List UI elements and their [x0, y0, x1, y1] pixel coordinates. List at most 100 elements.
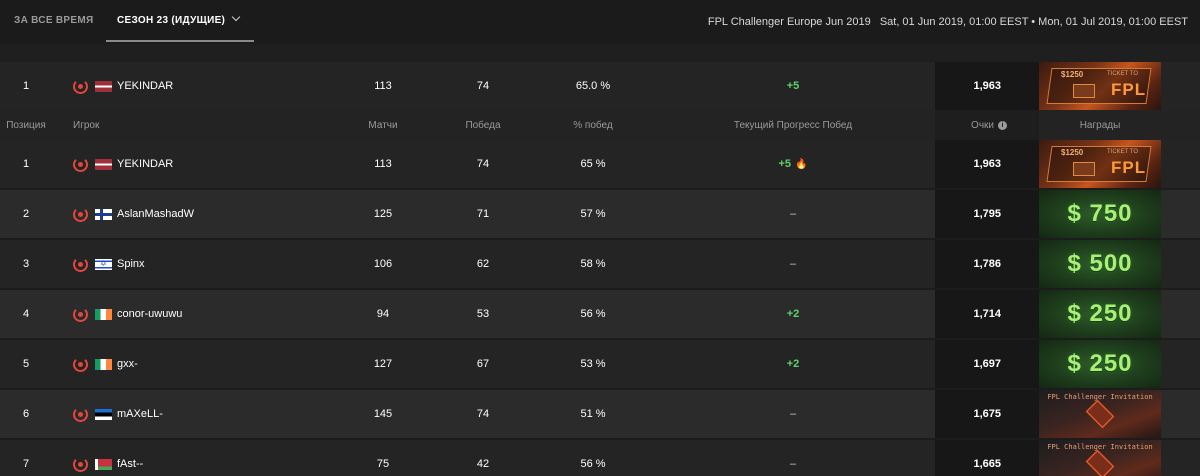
chevron-down-icon[interactable] [231, 12, 241, 22]
player-cell[interactable]: Spinx [73, 240, 353, 288]
player-name[interactable]: conor-uwuwu [117, 308, 183, 320]
player-cell[interactable]: conor-uwuwu [73, 290, 353, 338]
player-cell[interactable]: AslanMashadW [73, 190, 353, 238]
header-player: Игрок [73, 119, 100, 131]
header-points-cell: Очки i [935, 110, 1039, 140]
header-win-rate: % побед [573, 119, 613, 131]
header-matches: Матчи [368, 119, 398, 131]
position: 5 [22, 358, 30, 370]
win-streak-cell: +5 [696, 62, 890, 110]
win-streak-cell: – [696, 390, 890, 438]
row-divider [0, 388, 1200, 390]
table-row[interactable]: 4 conor-uwuwu 94 53 56 % +2 1,714 $ 250 [0, 290, 1200, 338]
win-streak-cell: +2 [696, 340, 890, 388]
table-row[interactable]: 3 Spinx 106 62 58 % – 1,786 $ 500 [0, 240, 1200, 288]
skill-level-icon [73, 306, 88, 322]
player-name[interactable]: Spinx [117, 258, 145, 270]
player-cell[interactable]: mAXeLL- [73, 390, 353, 438]
matches: 127 [373, 358, 393, 370]
wins: 67 [476, 358, 490, 370]
win-streak-cell: +2 [696, 290, 890, 338]
position: 3 [22, 258, 30, 270]
reward-invitation-image[interactable]: FPL Challenger Invitation [1039, 440, 1161, 476]
player-cell[interactable]: YEKINDAR [73, 140, 353, 188]
table-row[interactable]: 5 gxx- 127 67 53 % +2 1,697 $ 250 [0, 340, 1200, 388]
win-streak: +2 [786, 308, 800, 320]
reward-cell: $1250 TICKET TO FPL [1039, 140, 1161, 188]
fire-icon: 🔥 [795, 158, 808, 170]
reward-amount: $ 750 [1067, 200, 1133, 227]
reward-cash-image[interactable]: $ 250 [1039, 290, 1161, 338]
reward-cash-image[interactable]: $ 500 [1039, 240, 1161, 288]
table-row[interactable]: 6 mAXeLL- 145 74 51 % – 1,675 FPL Challenger In… [0, 390, 1200, 438]
win-rate: 65.0 % [575, 80, 611, 92]
table-row[interactable]: 1 YEKINDAR 113 74 65 % +5 🔥 1,963 $1250 TICKET TO… [0, 140, 1200, 188]
matches: 125 [373, 208, 393, 220]
top-bar: ЗА ВСЕ ВРЕМЯ СЕЗОН 23 (ИДУЩИЕ) FPL Chall… [0, 0, 1200, 44]
country-flag-icon [95, 80, 112, 92]
reward-cell: FPL Challenger Invitation [1039, 390, 1161, 438]
player-cell[interactable]: YEKINDAR [73, 62, 353, 110]
player-name[interactable]: AslanMashadW [117, 208, 195, 220]
ticket-value: $1250 [1061, 70, 1084, 79]
invitation-logo-icon [1085, 449, 1115, 476]
table-row[interactable]: 1 YEKINDAR 113 74 65.0 % +5 1,963 $1250 TICKET T… [0, 62, 1200, 110]
matches: 75 [376, 458, 390, 470]
reward-ticket-image[interactable]: $1250 TICKET TO FPL [1039, 140, 1161, 188]
ticket-tag: TICKET TO [1107, 149, 1139, 155]
win-streak-cell: – [696, 190, 890, 238]
ticket-value: $1250 [1061, 148, 1084, 157]
reward-invitation-image[interactable]: FPL Challenger Invitation [1039, 390, 1161, 438]
points-column-bg [935, 190, 1039, 238]
wins: 62 [476, 258, 490, 270]
win-streak: +5 [786, 80, 800, 92]
skill-level-icon [73, 356, 88, 372]
ticket-logo-icon [1073, 84, 1095, 98]
wins: 53 [476, 308, 490, 320]
win-rate: 56 % [580, 308, 606, 320]
reward-amount: $ 500 [1067, 250, 1133, 277]
points-column-bg [935, 290, 1039, 338]
player-name[interactable]: mAXeLL- [117, 408, 163, 420]
player-cell[interactable]: gxx- [73, 340, 353, 388]
tab-season-23[interactable]: СЕЗОН 23 (ИДУЩИЕ) [106, 0, 254, 42]
win-rate: 65 % [580, 158, 606, 170]
win-rate: 51 % [580, 408, 606, 420]
header-streak: Текущий Прогресс Побед [733, 119, 853, 131]
points: 1,714 [973, 308, 1001, 320]
player-name[interactable]: YEKINDAR [117, 80, 174, 92]
points: 1,665 [973, 458, 1001, 470]
info-icon[interactable]: i [998, 120, 1007, 130]
table-row[interactable]: 2 AslanMashadW 125 71 57 % – 1,795 $ 750 [0, 190, 1200, 238]
wins: 71 [476, 208, 490, 220]
points-column-bg [935, 440, 1039, 476]
country-flag-icon [95, 158, 112, 170]
skill-level-icon [73, 256, 88, 272]
win-streak: – [789, 458, 797, 470]
player-name[interactable]: gxx- [117, 358, 138, 370]
reward-cell: FPL Challenger Invitation [1039, 440, 1161, 476]
header-rewards: Награды [1079, 119, 1121, 131]
reward-ticket-image[interactable]: $1250 TICKET TO FPL [1039, 62, 1161, 110]
player-cell[interactable]: fAst-- [73, 440, 353, 476]
reward-amount: $ 250 [1067, 350, 1133, 377]
reward-cell: $ 250 [1039, 290, 1161, 338]
points-column-bg [935, 340, 1039, 388]
win-rate: 56 % [580, 458, 606, 470]
header-wins: Победа [465, 119, 501, 131]
table-row[interactable]: 7 fAst-- 75 42 56 % – 1,665 FPL Challenger Invi… [0, 440, 1200, 476]
position: 4 [22, 308, 30, 320]
matches: 106 [373, 258, 393, 270]
player-name[interactable]: fAst-- [117, 458, 144, 470]
reward-cash-image[interactable]: $ 750 [1039, 190, 1161, 238]
row-divider [0, 338, 1200, 340]
skill-level-icon [73, 456, 88, 472]
ticket-tag: TICKET TO [1107, 71, 1139, 77]
header-points: Очки [971, 119, 994, 131]
win-streak: – [789, 208, 797, 220]
country-flag-icon [95, 258, 112, 270]
reward-cash-image[interactable]: $ 250 [1039, 340, 1161, 388]
tab-all-time[interactable]: ЗА ВСЕ ВРЕМЯ [14, 15, 94, 26]
country-flag-icon [95, 358, 112, 370]
player-name[interactable]: YEKINDAR [117, 158, 174, 170]
